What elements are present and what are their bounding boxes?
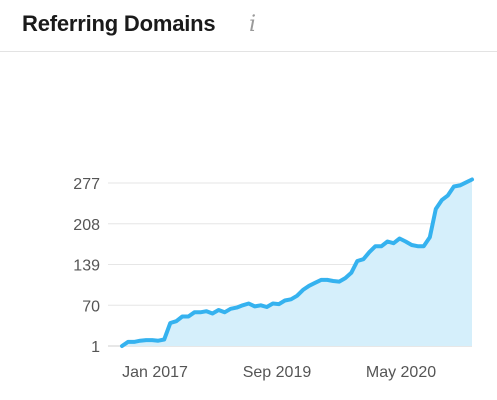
- x-tick-label: Sep 2019: [243, 364, 312, 381]
- series-line: [120, 177, 474, 348]
- y-tick-label: 277: [73, 176, 100, 193]
- y-tick-label: 208: [73, 217, 100, 234]
- referring-domains-chart: 277 208 139 70 1 Jan 2017 Sep 2019 May 2020: [73, 176, 474, 381]
- widget-title: Referring Domains: [22, 11, 216, 36]
- x-tick-label: May 2020: [366, 364, 436, 381]
- area-fill: [122, 179, 472, 346]
- x-tick-label: Jan 2017: [122, 364, 188, 381]
- y-tick-label: 1: [91, 339, 100, 356]
- y-axis-ticks: 277 208 139 70 1: [73, 176, 100, 356]
- y-tick-label: 70: [82, 298, 100, 315]
- y-tick-label: 139: [73, 258, 100, 275]
- widget-header: Referring Domains i: [0, 0, 497, 52]
- x-axis-ticks: Jan 2017 Sep 2019 May 2020: [122, 364, 436, 381]
- info-icon[interactable]: i: [249, 12, 257, 37]
